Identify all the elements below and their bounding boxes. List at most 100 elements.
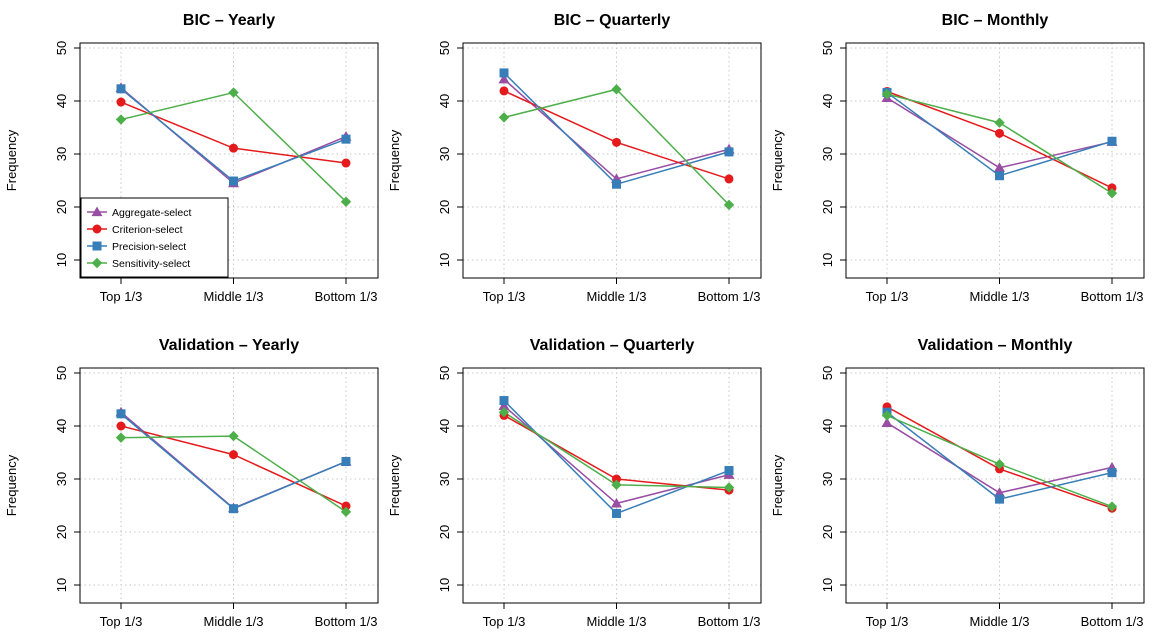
y-tick-label: 50 xyxy=(437,41,452,55)
data-point-criterion-select xyxy=(229,450,238,460)
data-point-precision-select xyxy=(724,147,734,157)
x-tick-label: Middle 1/3 xyxy=(204,289,264,304)
x-tick-label: Bottom 1/3 xyxy=(698,289,761,304)
x-tick-label: Bottom 1/3 xyxy=(315,289,378,304)
x-tick-label: Bottom 1/3 xyxy=(1081,614,1144,629)
data-point-precision-select xyxy=(116,84,126,94)
x-tick-label: Top 1/3 xyxy=(100,614,143,629)
series-line-sensitivity-select xyxy=(120,435,347,513)
plot-frame xyxy=(845,367,1145,604)
chart-title: Validation – Monthly xyxy=(918,337,1073,354)
data-point-aggregate-select xyxy=(611,497,622,508)
y-tick-label: 20 xyxy=(54,200,69,214)
data-point-sensitivity-select xyxy=(994,458,1005,470)
data-point-criterion-select xyxy=(116,421,126,431)
y-axis-label: Frequency xyxy=(770,454,785,516)
legend-marker-sensitivity-select xyxy=(91,257,103,269)
y-tick-label: 10 xyxy=(54,253,69,267)
data-point-precision-select xyxy=(1107,468,1117,478)
data-point-sensitivity-select xyxy=(115,114,127,125)
y-tick-label: 10 xyxy=(820,253,835,267)
chart-title: BIC – Quarterly xyxy=(554,12,671,29)
y-tick-label: 30 xyxy=(820,147,835,161)
legend-label-criterion-select: Criterion-select xyxy=(112,224,183,236)
data-point-criterion-select xyxy=(341,501,351,511)
data-point-sensitivity-select xyxy=(1106,501,1118,512)
x-tick-label: Middle 1/3 xyxy=(204,614,264,629)
data-point-criterion-select xyxy=(229,143,238,153)
data-point-sensitivity-select xyxy=(994,117,1005,128)
data-point-sensitivity-select xyxy=(611,479,622,491)
y-tick-label: 50 xyxy=(54,41,69,55)
data-point-precision-select xyxy=(612,179,621,189)
y-axis-label: Frequency xyxy=(387,454,402,516)
data-point-sensitivity-select xyxy=(498,407,510,418)
y-axis-label: Frequency xyxy=(4,129,19,191)
y-tick-label: 10 xyxy=(437,578,452,592)
x-tick-label: Middle 1/3 xyxy=(970,614,1030,629)
data-point-criterion-select xyxy=(499,86,509,96)
data-point-criterion-select xyxy=(116,97,126,107)
y-tick-label: 40 xyxy=(820,94,835,108)
data-point-precision-select xyxy=(499,396,509,406)
y-tick-label: 30 xyxy=(54,147,69,161)
data-point-sensitivity-select xyxy=(228,87,239,98)
data-point-sensitivity-select xyxy=(881,410,893,421)
chart-title: BIC – Yearly xyxy=(183,12,275,29)
y-axis-label: Frequency xyxy=(4,454,19,516)
data-point-criterion-select xyxy=(612,474,621,484)
y-tick-label: 40 xyxy=(820,419,835,433)
panel-validation-monthly: 10 20 30 40 50 Top 1/3 Middle 1/3 Bottom 1/3 Val… xyxy=(770,337,1145,629)
data-point-aggregate-select xyxy=(498,73,510,84)
data-point-precision-select xyxy=(612,508,621,518)
panel-bic-quarterly: 10 20 30 40 50 Top 1/3 Middle 1/3 Bottom 1/3 BIC… xyxy=(387,12,762,304)
data-point-precision-select xyxy=(341,457,351,467)
data-point-sensitivity-select xyxy=(1106,188,1118,199)
x-tick-label: Bottom 1/3 xyxy=(1081,289,1144,304)
y-tick-label: 10 xyxy=(820,578,835,592)
y-tick-label: 10 xyxy=(437,253,452,267)
plot-frame xyxy=(845,42,1145,279)
data-point-sensitivity-select xyxy=(723,199,735,211)
data-point-sensitivity-select xyxy=(611,84,622,95)
data-point-sensitivity-select xyxy=(340,196,352,207)
legend-marker-criterion-select xyxy=(92,224,102,234)
data-point-precision-select xyxy=(1107,136,1117,146)
series-line-precision-select xyxy=(503,400,730,515)
y-tick-label: 50 xyxy=(54,366,69,380)
data-point-criterion-select xyxy=(995,128,1004,138)
y-tick-label: 50 xyxy=(437,366,452,380)
x-tick-label: Top 1/3 xyxy=(483,289,526,304)
panel-bic-monthly: 10 20 30 40 50 Top 1/3 Middle 1/3 Bottom 1/3 BIC… xyxy=(770,12,1145,304)
data-point-sensitivity-select xyxy=(228,430,239,442)
x-tick-label: Bottom 1/3 xyxy=(315,614,378,629)
plot-frame xyxy=(79,367,379,604)
data-point-precision-select xyxy=(229,504,238,514)
y-axis-label: Frequency xyxy=(770,129,785,191)
legend-box xyxy=(80,197,229,278)
data-point-sensitivity-select xyxy=(723,482,735,493)
chart-title: Validation – Yearly xyxy=(159,337,299,354)
data-point-aggregate-select xyxy=(994,487,1005,497)
y-axis-label: Frequency xyxy=(387,129,402,191)
data-point-sensitivity-select xyxy=(115,432,127,443)
y-tick-label: 50 xyxy=(820,366,835,380)
x-tick-label: Top 1/3 xyxy=(483,614,526,629)
legend-label-sensitivity-select: Sensitivity-select xyxy=(112,258,190,270)
y-tick-label: 40 xyxy=(54,94,69,108)
data-point-precision-select xyxy=(499,68,509,78)
x-tick-label: Top 1/3 xyxy=(866,289,909,304)
data-point-precision-select xyxy=(229,176,238,186)
data-point-precision-select xyxy=(724,466,734,476)
data-point-aggregate-select xyxy=(498,400,510,410)
plot-frame xyxy=(79,42,379,279)
x-tick-label: Middle 1/3 xyxy=(587,289,647,304)
y-tick-label: 10 xyxy=(54,578,69,592)
data-point-aggregate-select xyxy=(994,162,1005,172)
data-point-precision-select xyxy=(341,134,351,144)
legend-label-precision-select: Precision-select xyxy=(112,241,186,253)
legend: Aggregate-select Criterion-select Precisio… xyxy=(80,197,229,278)
x-tick-label: Top 1/3 xyxy=(866,614,909,629)
